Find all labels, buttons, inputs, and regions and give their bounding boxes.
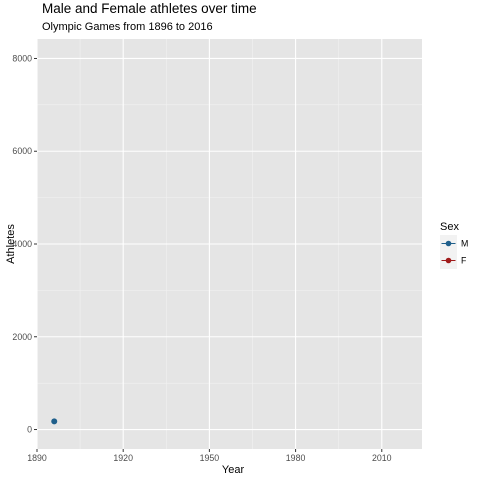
x-tick-label: 1980 xyxy=(286,453,306,463)
chart-subtitle: Olympic Games from 1896 to 2016 xyxy=(42,21,213,33)
y-tick-label: 2000 xyxy=(12,332,32,342)
y-axis-ticks: 0 2000 4000 6000 8000 xyxy=(12,53,37,435)
legend-key-point xyxy=(445,240,452,247)
legend-entries: MF xyxy=(440,235,468,269)
x-tick-label: 1950 xyxy=(200,453,220,463)
y-axis-title: Athletes xyxy=(5,224,17,264)
legend: Sex MF xyxy=(440,221,468,269)
y-tick-label: 8000 xyxy=(12,53,32,63)
legend-title: Sex xyxy=(440,221,459,233)
y-tick-label: 4000 xyxy=(12,239,32,249)
data-point-m xyxy=(51,418,58,425)
x-axis-ticks: 1890 1920 1950 1980 2010 xyxy=(27,449,392,463)
y-tick-label: 6000 xyxy=(12,146,32,156)
data-points xyxy=(51,418,58,425)
x-tick-label: 2010 xyxy=(372,453,392,463)
x-axis-title: Year xyxy=(222,464,245,476)
chart-title: Male and Female athletes over time xyxy=(42,1,257,16)
y-tick-label: 0 xyxy=(27,425,32,435)
x-tick-label: 1890 xyxy=(27,453,47,463)
x-tick-label: 1920 xyxy=(113,453,133,463)
legend-label-f: F xyxy=(461,256,467,266)
legend-key-point xyxy=(445,257,452,264)
legend-label-m: M xyxy=(461,239,468,249)
